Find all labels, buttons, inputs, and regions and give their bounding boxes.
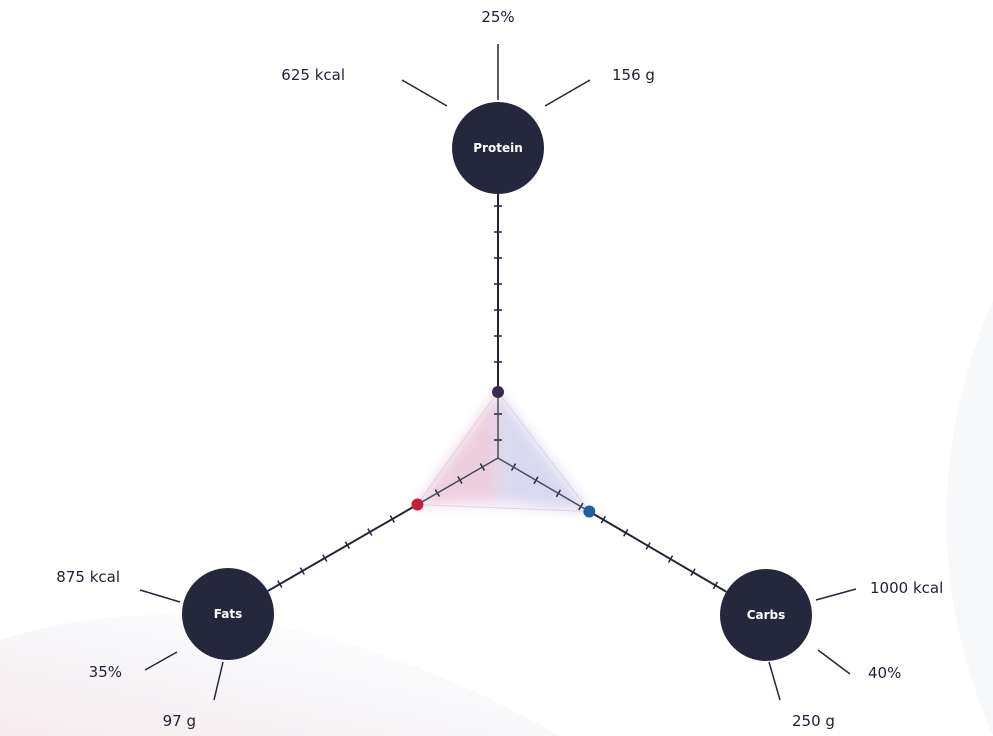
carbs-value-point[interactable] <box>583 505 596 518</box>
carbs-node[interactable]: Carbs <box>720 569 812 661</box>
protein-grams-label: 156 g <box>612 66 655 84</box>
fats-leader-line <box>213 661 224 701</box>
center-spokes <box>417 392 590 513</box>
fats-axis-tick <box>277 580 283 588</box>
protein-node[interactable]: Protein <box>452 102 544 194</box>
carbs-percent-label: 40% <box>868 664 901 682</box>
carbs-axis-tick <box>645 542 651 550</box>
fats-kcal-label: 875 kcal <box>56 568 120 586</box>
carbs-axis-tick <box>667 555 674 563</box>
carbs-leader-line <box>815 588 857 601</box>
fats-axis <box>267 503 418 592</box>
macro-balance-glow <box>416 391 591 513</box>
protein-leader-line <box>544 79 591 107</box>
nutrient-nodes: Protein Carbs Fats <box>182 102 812 661</box>
fats-center-spoke <box>417 457 499 506</box>
fats-leader-line <box>144 651 178 671</box>
carbs-axis-tick <box>712 581 719 590</box>
carbs-node-circle <box>720 569 812 661</box>
leader-lines <box>139 44 857 701</box>
carbs-grams-label: 250 g <box>792 712 835 730</box>
carbs-leader-line <box>817 649 851 675</box>
axes <box>267 194 727 593</box>
protein-node-label: Protein <box>473 141 523 155</box>
fats-axis-tick <box>344 541 350 549</box>
fats-percent-label: 35% <box>89 663 122 681</box>
fats-axis-tick <box>299 567 305 575</box>
carbs-leader-line <box>768 661 781 701</box>
carbs-axis <box>588 510 727 593</box>
protein-kcal-label: 625 kcal <box>281 66 345 84</box>
value-points <box>411 386 596 518</box>
fats-axis-tick <box>322 554 328 562</box>
protein-node-circle <box>452 102 544 194</box>
protein-leader-line <box>401 79 448 107</box>
fats-node-label: Fats <box>214 607 242 621</box>
fats-axis-tick <box>367 528 373 536</box>
carbs-axis-tick <box>623 528 629 537</box>
protein-value-point[interactable] <box>492 386 504 398</box>
macro-balance-outline <box>416 391 591 513</box>
fats-leader-line <box>139 589 181 603</box>
carbs-center-spoke <box>497 457 590 513</box>
carbs-node-label: Carbs <box>747 608 786 622</box>
fats-node[interactable]: Fats <box>182 568 274 660</box>
fats-node-circle <box>182 568 274 660</box>
fats-grams-label: 97 g <box>163 712 196 730</box>
carbs-axis-tick <box>600 515 606 524</box>
value-labels: 25% 625 kcal 156 g 1000 kcal 40% 250 g 875 kca… <box>56 8 943 730</box>
carbs-axis-tick <box>690 568 696 577</box>
carbs-kcal-label: 1000 kcal <box>870 579 943 597</box>
protein-percent-label: 25% <box>481 8 514 26</box>
fats-axis-tick <box>389 515 396 523</box>
fats-value-point[interactable] <box>411 498 424 511</box>
